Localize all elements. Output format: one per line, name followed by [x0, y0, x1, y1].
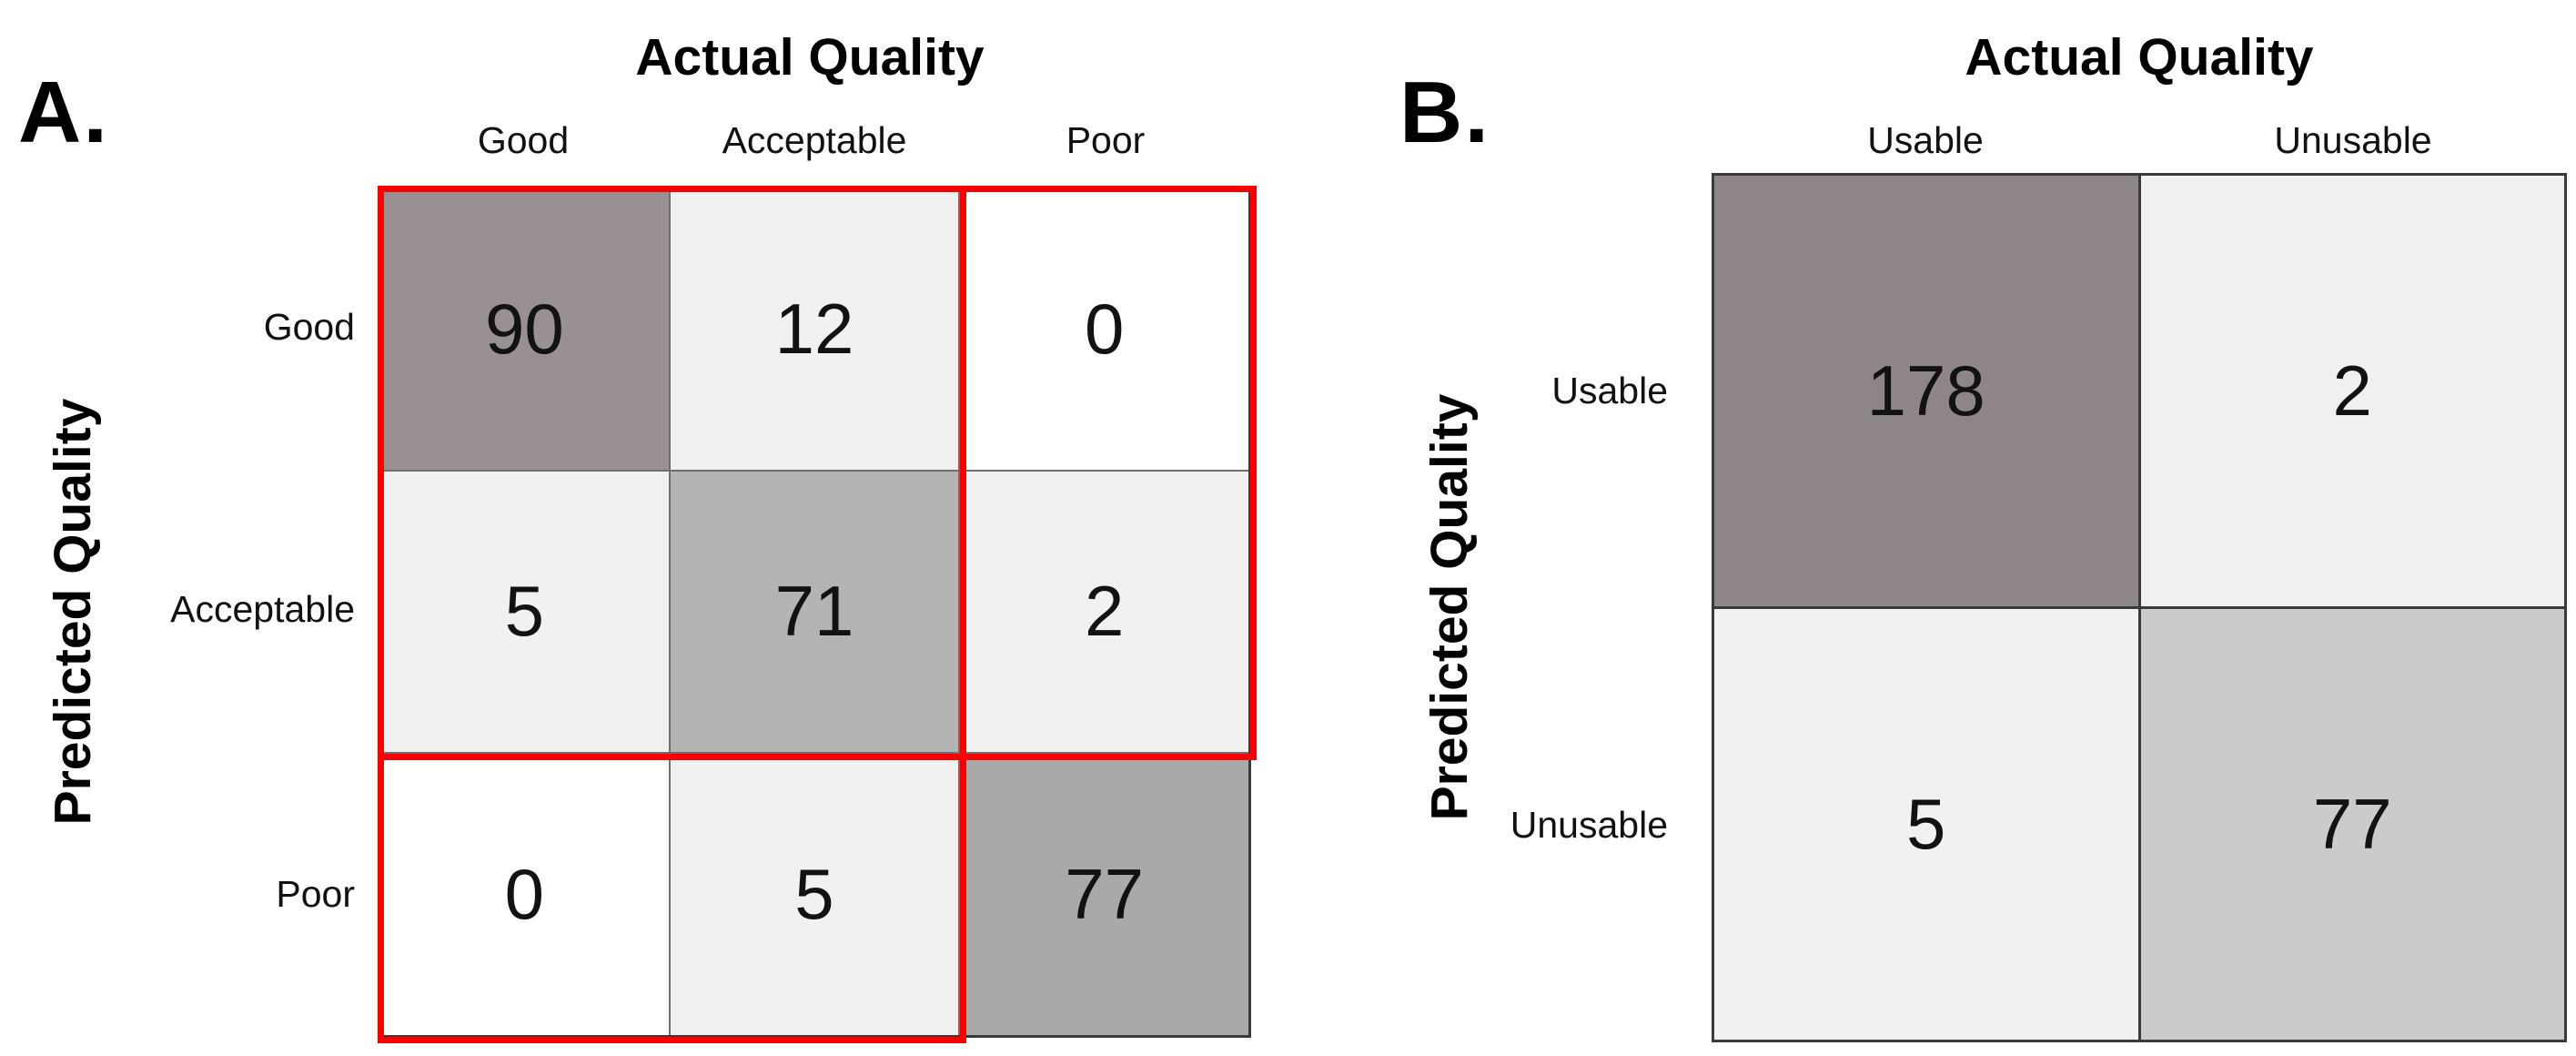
- cell-a-pred-acceptable-act-acceptable: 71: [670, 471, 959, 753]
- panel-b-col-header-usable: Usable: [1867, 119, 1984, 161]
- cell-b-pred-unusable-act-usable: 5: [1714, 609, 2138, 1040]
- panel-b-label: B.: [1399, 64, 1490, 161]
- cell-a-pred-poor-act-acceptable: 5: [670, 754, 959, 1035]
- cell-a-pred-good-act-acceptable: 12: [670, 188, 959, 470]
- panel-b-col-header-unusable: Unusable: [2274, 119, 2432, 161]
- cell-a-pred-poor-act-poor: 77: [960, 754, 1248, 1035]
- panel-b-row-label-usable: Usable: [1551, 370, 1668, 411]
- panel-b-row-label-unusable: Unusable: [1510, 804, 1668, 846]
- panel-a-col-header-acceptable: Acceptable: [722, 119, 907, 161]
- cell-a-pred-acceptable-act-good: 5: [380, 471, 669, 753]
- cell-b-pred-unusable-act-unusable: 77: [2140, 609, 2564, 1040]
- panel-a-col-header-good: Good: [477, 119, 570, 161]
- cell-a-pred-poor-act-good: 0: [380, 754, 669, 1035]
- confusion-matrix-b: 178 2 5 77: [1712, 173, 2567, 1042]
- cell-a-pred-good-act-poor: 0: [960, 188, 1248, 470]
- cell-b-pred-usable-act-unusable: 2: [2140, 176, 2564, 606]
- panel-a-row-label-poor: Poor: [276, 873, 355, 915]
- panel-a-label: A.: [18, 64, 109, 161]
- panel-a-col-header-poor: Poor: [1066, 119, 1146, 161]
- cell-b-pred-usable-act-usable: 178: [1714, 176, 2138, 606]
- panel-a-row-label-good: Good: [263, 306, 355, 348]
- panel-a-y-axis-title: Predicted Quality: [44, 398, 102, 826]
- panel-a-x-axis-title: Actual Quality: [635, 28, 985, 86]
- panel-b-x-axis-title: Actual Quality: [1965, 28, 2314, 86]
- panel-a-row-label-acceptable: Acceptable: [170, 588, 355, 630]
- cell-a-pred-acceptable-act-poor: 2: [960, 471, 1248, 753]
- confusion-matrix-a: 90 12 0 5 71 2 0 5 77: [378, 186, 1257, 1043]
- cell-a-pred-good-act-good: 90: [380, 188, 669, 470]
